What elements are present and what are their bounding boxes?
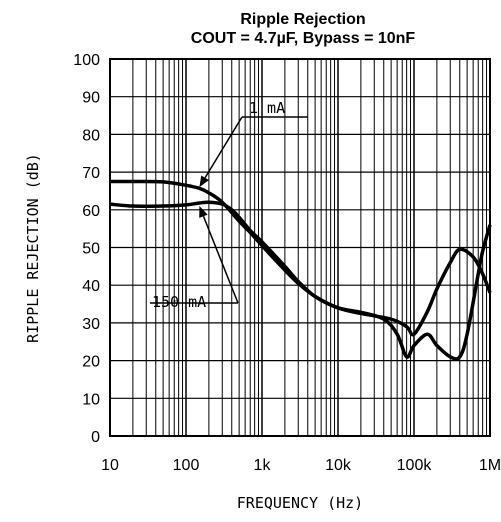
series-line-2	[109, 200, 492, 361]
annotation-150ma-label: 150 mA	[152, 293, 206, 311]
y-tick-label: 40	[82, 278, 100, 295]
y-axis-ticks: 0 10 20 30 40 50 60 70 80 90 100	[73, 52, 100, 446]
annotation-150ma-arrowhead	[199, 206, 208, 218]
x-tick-label: 1k	[254, 457, 272, 474]
annotation-1ma-label: 1 mA	[249, 99, 285, 117]
annotation-150ma-arrow	[202, 215, 239, 304]
y-tick-label: 10	[82, 391, 100, 408]
annotations: 1 mA 150 mA	[150, 99, 308, 311]
y-tick-label: 30	[82, 316, 100, 333]
chart-title: Ripple Rejection	[240, 11, 365, 28]
y-axis-label: RIPPLE REJECTION (dB)	[24, 153, 42, 343]
y-tick-label: 60	[82, 203, 100, 220]
x-tick-label: 10k	[325, 457, 352, 474]
y-tick-label: 20	[82, 354, 100, 371]
annotation-1ma-arrow	[204, 116, 243, 179]
plot-frame	[109, 58, 491, 437]
y-tick-label: 100	[73, 52, 100, 69]
x-axis-label: FREQUENCY (Hz)	[237, 494, 363, 512]
series-lines	[109, 179, 492, 361]
x-axis-ticks: 10 100 1k 10k 100k 1M	[101, 457, 501, 474]
y-tick-label: 0	[91, 429, 100, 446]
y-tick-label: 50	[82, 241, 100, 258]
y-tick-label: 70	[82, 165, 100, 182]
x-tick-label: 100k	[397, 457, 433, 474]
grid	[109, 58, 491, 437]
chart-subtitle: COUT = 4.7µF, Bypass = 10nF	[191, 30, 416, 47]
annotation-1ma-arrowhead	[199, 175, 209, 188]
x-tick-label: 100	[173, 457, 200, 474]
y-tick-label: 80	[82, 127, 100, 144]
x-tick-label: 10	[101, 457, 119, 474]
x-tick-label: 1M	[479, 457, 501, 474]
y-tick-label: 90	[82, 90, 100, 107]
